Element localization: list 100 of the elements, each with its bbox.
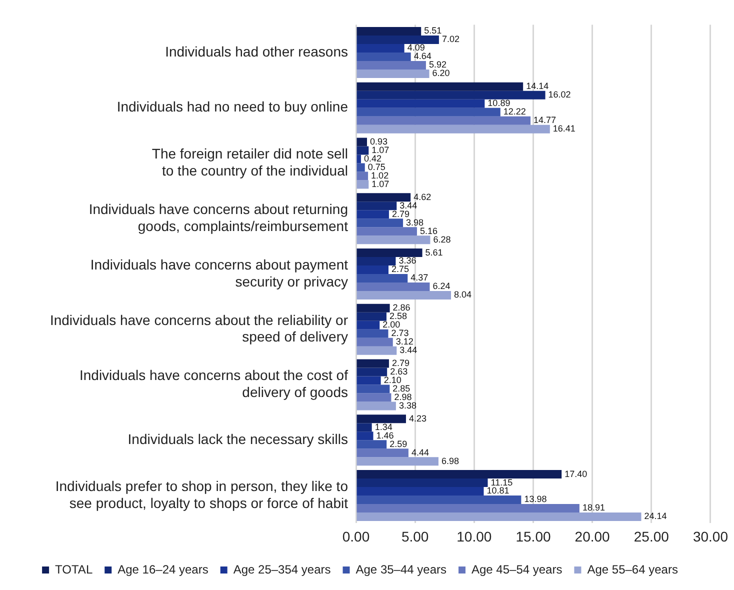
data-label: 16.41 — [552, 124, 576, 134]
bar — [356, 90, 546, 100]
data-label: 5.16 — [420, 226, 438, 236]
bar — [356, 329, 388, 338]
bar — [356, 69, 430, 78]
data-label: 6.98 — [441, 456, 460, 466]
bar — [356, 282, 430, 291]
bar — [356, 236, 430, 244]
data-label: 1.46 — [376, 430, 394, 440]
data-label: 2.10 — [384, 374, 402, 385]
x-tick-label: 0.00 — [342, 528, 370, 544]
data-label: 8.04 — [454, 290, 472, 300]
data-label: 6.24 — [432, 281, 450, 292]
bar — [356, 257, 396, 266]
x-tick-label: 15.00 — [516, 528, 551, 544]
y-tick-label: Individuals have concerns about the reliability or speed of delivery — [50, 312, 348, 345]
bar — [356, 338, 393, 346]
legend-label: Age 55–64 years — [587, 562, 678, 576]
y-tick-label: Individuals prefer to shop in person, they like to see product, loyalty to shops or force of habit — [55, 478, 348, 511]
data-label: 10.81 — [486, 486, 510, 496]
bar — [356, 163, 365, 172]
bar — [356, 266, 388, 274]
data-label: 5.51 — [424, 26, 442, 36]
y-tick-label: Individuals had other reasons — [165, 43, 348, 60]
data-label: 0.93 — [370, 136, 388, 146]
data-label: 18.91 — [582, 502, 605, 513]
data-label: 3.36 — [398, 256, 416, 266]
legend-label: Age 35–44 years — [356, 562, 446, 576]
bar — [356, 248, 422, 258]
x-tick-label: 5.00 — [401, 528, 429, 544]
legend-label: TOTAL — [55, 562, 93, 576]
data-label: 2.79 — [392, 358, 410, 368]
bar — [356, 202, 397, 210]
bar — [356, 384, 390, 394]
data-label: 2.75 — [391, 264, 410, 274]
bar — [356, 227, 417, 236]
data-label: 4.37 — [410, 272, 428, 283]
bar — [356, 99, 485, 108]
data-label: 16.02 — [548, 90, 571, 100]
data-label: 1.02 — [371, 170, 389, 180]
bar — [356, 368, 388, 376]
bar — [356, 346, 397, 355]
bar — [356, 172, 368, 180]
data-label: 13.98 — [524, 494, 547, 504]
bar — [356, 52, 411, 61]
data-label: 4.23 — [408, 413, 427, 424]
bar — [356, 359, 389, 368]
bar — [356, 432, 374, 440]
data-label: 1.34 — [374, 422, 392, 432]
bar — [356, 402, 396, 410]
x-tick-label: 30.00 — [692, 528, 728, 544]
x-tick-label: 20.00 — [574, 528, 610, 544]
bar — [356, 448, 408, 458]
data-label: 1.07 — [372, 178, 390, 189]
y-tick-label: Individuals have concerns about the cost of delivery of goods — [79, 367, 348, 400]
bar — [356, 210, 389, 219]
bar — [356, 487, 484, 496]
data-label: 2.58 — [389, 311, 408, 322]
bar — [356, 27, 422, 36]
y-tick-label: Individuals have concerns about payment security or privacy — [90, 256, 348, 290]
bar — [356, 218, 404, 228]
bar — [356, 512, 642, 521]
data-label: 3.98 — [406, 217, 424, 228]
data-label: 0.75 — [368, 162, 386, 172]
data-label: 3.44 — [400, 345, 418, 356]
y-tick-label: Individuals had no need to buy online — [116, 98, 348, 115]
data-label: 2.79 — [392, 208, 410, 219]
bar — [356, 393, 392, 402]
bar — [356, 82, 524, 91]
bar — [356, 44, 404, 52]
data-label: 12.22 — [503, 106, 526, 117]
data-label: 14.77 — [534, 115, 556, 126]
x-tick-label: 10.00 — [456, 528, 492, 544]
data-label: 3.12 — [396, 336, 414, 347]
y-tick-label: The foreign retailer did note sell to the country of the individual — [152, 146, 348, 179]
data-label: 2.86 — [392, 302, 410, 313]
bar — [356, 376, 381, 385]
data-label: 6.20 — [432, 68, 450, 78]
bar — [356, 290, 451, 300]
data-label: 2.00 — [382, 320, 400, 330]
bar — [356, 496, 522, 504]
data-label: 6.28 — [433, 234, 451, 244]
data-label: 2.85 — [392, 383, 410, 394]
bar — [356, 457, 438, 466]
bar — [356, 414, 406, 424]
data-label: 5.61 — [425, 247, 443, 258]
bar — [356, 138, 367, 146]
data-label: 14.14 — [526, 81, 549, 92]
bar — [356, 193, 411, 202]
bar — [356, 478, 488, 488]
bar — [356, 146, 369, 155]
data-label: 4.09 — [407, 42, 425, 53]
data-label: 3.44 — [400, 200, 418, 210]
data-label: 17.40 — [564, 468, 588, 479]
data-label: 1.07 — [372, 144, 390, 155]
bar — [356, 60, 426, 70]
bar — [356, 274, 408, 282]
legend-label: Age 16–24 years — [118, 562, 208, 576]
data-label: 24.14 — [644, 511, 667, 522]
x-tick-label: 25.00 — [634, 528, 670, 544]
